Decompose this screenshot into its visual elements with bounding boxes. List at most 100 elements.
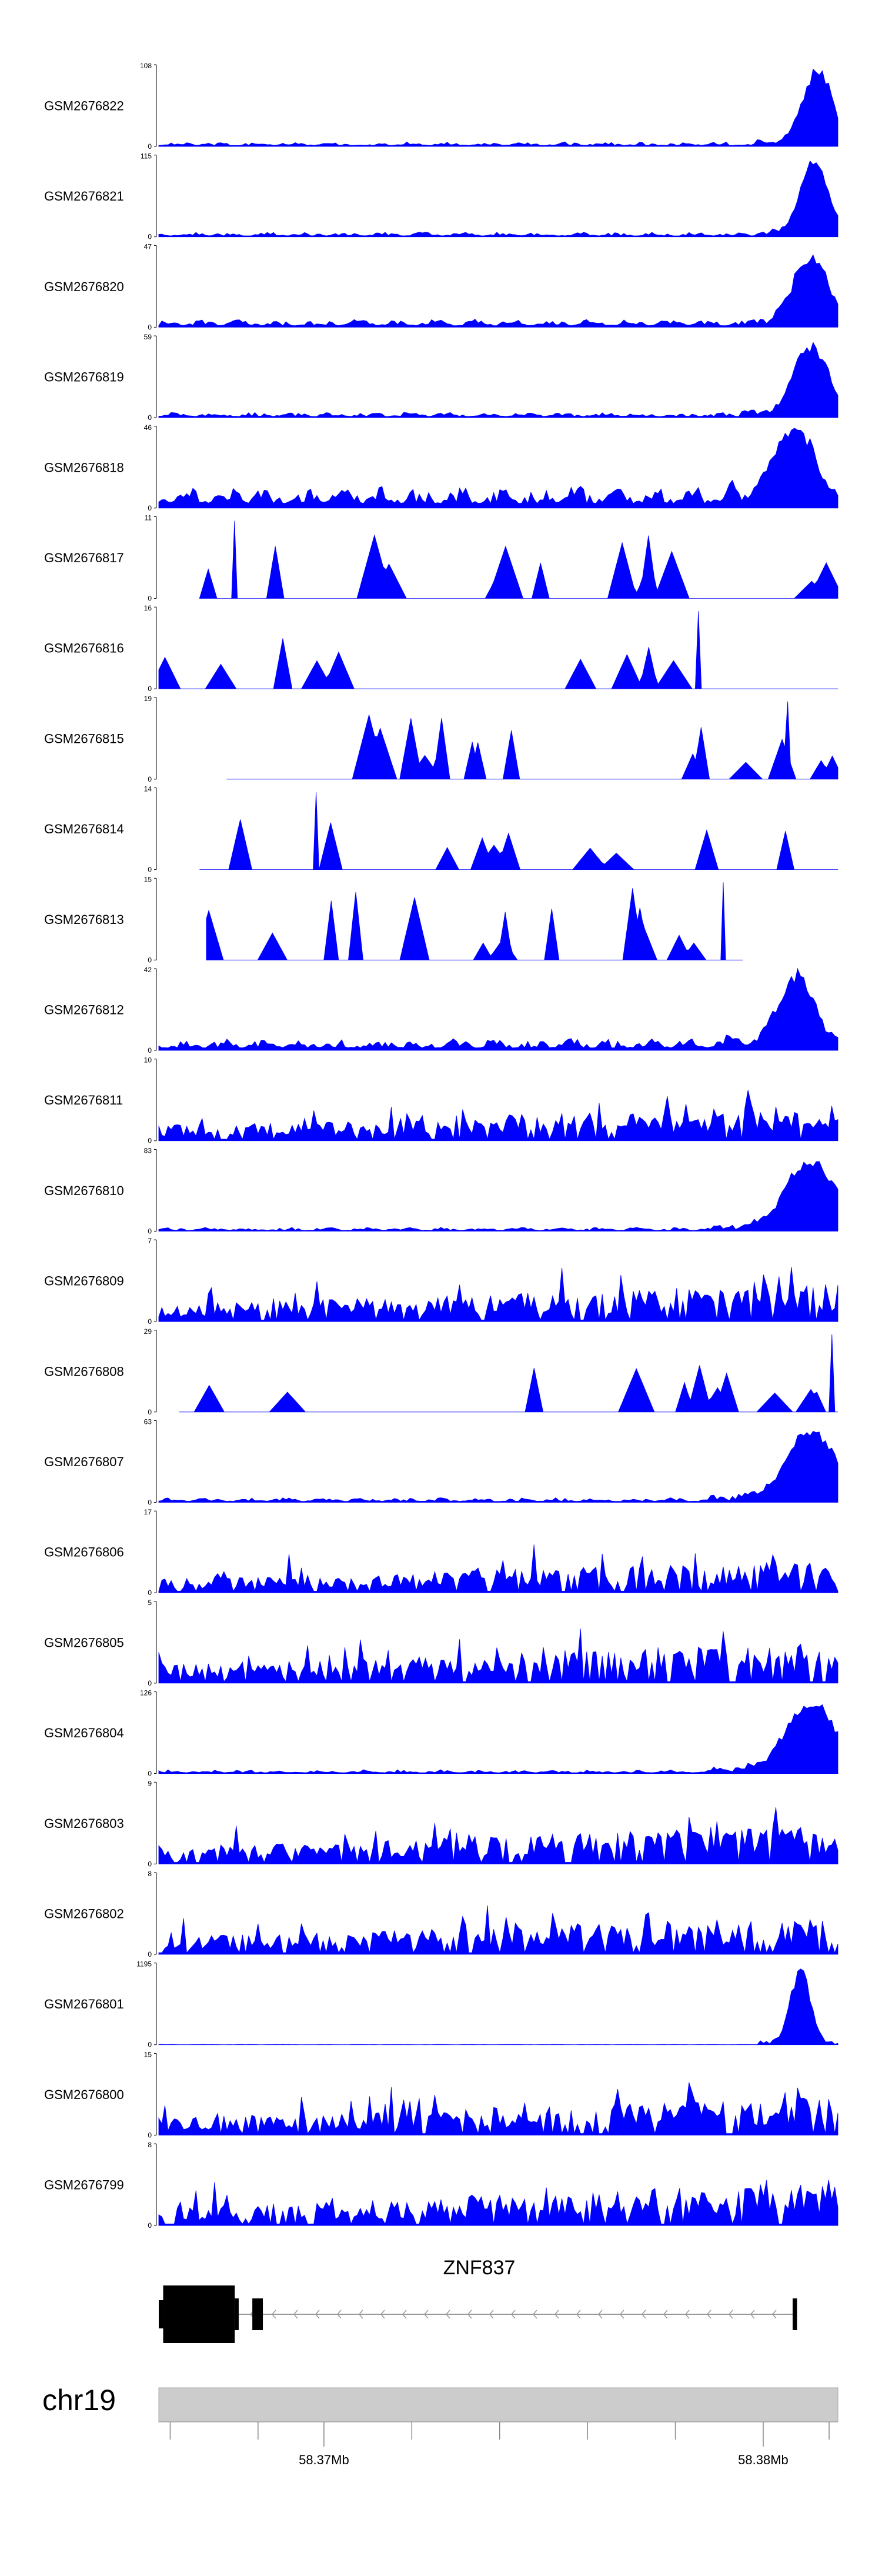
track-label: GSM2676820 (44, 279, 124, 294)
strand-arrow (750, 2310, 755, 2319)
coverage-area (158, 68, 838, 147)
exon-block (793, 2298, 797, 2330)
track-gsm2676821: GSM2676821 115 0 (44, 152, 838, 241)
track-ymax-label: 7 (148, 1237, 152, 1245)
track-label: GSM2676811 (44, 1093, 123, 1107)
track-ymin-label: 0 (148, 142, 152, 151)
track-ymin-label: 0 (148, 2131, 152, 2139)
track-ymin-label: 0 (148, 1137, 152, 1145)
coverage-area (158, 2180, 838, 2226)
track-ymin-label: 0 (148, 323, 152, 331)
track-label: GSM2676807 (44, 1454, 124, 1469)
track-label: GSM2676821 (44, 189, 124, 203)
track-gsm2676811: GSM2676811 10 0 (44, 1056, 838, 1145)
track-gsm2676818: GSM2676818 46 0 (44, 423, 838, 512)
strand-arrow (728, 2310, 733, 2319)
track-ymax-label: 115 (141, 152, 152, 161)
coverage-area (158, 2082, 838, 2135)
track-label: GSM2676822 (44, 99, 124, 114)
track-ymax-label: 108 (140, 62, 152, 70)
track-label: GSM2676801 (44, 1997, 124, 2011)
track-ymin-label: 0 (148, 504, 152, 512)
strand-arrow (380, 2310, 385, 2319)
coverage-tracks: GSM26768221080GSM26768211150GSM267682047… (44, 62, 838, 2230)
track-gsm2676816: GSM2676816 16 0 (44, 604, 838, 693)
track-gsm2676803: GSM2676803 9 0 (44, 1779, 838, 1868)
track-ymin-label: 0 (148, 1589, 152, 1597)
coverage-area (158, 254, 838, 328)
track-ymax-label: 46 (144, 423, 152, 432)
strand-arrow (576, 2310, 581, 2319)
strand-arrow (663, 2310, 668, 2319)
strand-arrow (532, 2310, 537, 2319)
track-label: GSM2676813 (44, 912, 124, 927)
strand-arrow (402, 2310, 407, 2319)
track-label: GSM2676803 (44, 1816, 124, 1831)
strand-arrow (293, 2310, 298, 2319)
track-ymin-label: 0 (148, 1499, 152, 1507)
track-ymax-label: 63 (144, 1418, 152, 1426)
exon-block (235, 2298, 239, 2330)
track-gsm2676810: GSM2676810 83 0 (44, 1146, 838, 1235)
track-gsm2676809: GSM2676809 7 0 (44, 1237, 838, 1326)
track-ymax-label: 83 (144, 1146, 152, 1154)
coverage-area (199, 792, 838, 870)
strand-arrow (706, 2310, 711, 2319)
track-ymin-label: 0 (148, 1770, 152, 1778)
track-ymin-label: 0 (148, 866, 152, 874)
coverage-area (158, 1161, 838, 1232)
coverage-area (158, 428, 838, 509)
track-label: GSM2676809 (44, 1274, 124, 1289)
track-ymin-label: 0 (148, 1679, 152, 1687)
axis-tick-label: 58.37Mb (299, 2452, 349, 2467)
axis-tick-label: 58.38Mb (738, 2452, 789, 2467)
coverage-area (158, 611, 838, 689)
track-gsm2676819: GSM2676819 59 0 (44, 333, 838, 422)
strand-arrow (619, 2310, 624, 2319)
track-label: GSM2676799 (44, 2178, 124, 2193)
coverage-area (206, 882, 743, 960)
track-ymax-label: 14 (144, 785, 152, 793)
coverage-area (158, 1905, 838, 1955)
track-label: GSM2676806 (44, 1545, 124, 1560)
coverage-area (158, 1544, 838, 1593)
track-label: GSM2676818 (44, 460, 124, 475)
track-ymax-label: 42 (144, 966, 152, 974)
track-ymin-label: 0 (148, 1408, 152, 1416)
track-ymin-label: 0 (148, 2221, 152, 2230)
track-ymax-label: 29 (144, 1327, 152, 1336)
track-ymin-label: 0 (148, 1046, 152, 1055)
gene-model-track: ZNF837 (159, 2257, 797, 2343)
track-label: GSM2676808 (44, 1364, 124, 1379)
strand-arrow (597, 2310, 603, 2319)
track-ymin-label: 0 (148, 685, 152, 693)
track-gsm2676807: GSM2676807 63 0 (44, 1418, 838, 1507)
track-ymax-label: 16 (144, 604, 152, 612)
track-ymax-label: 15 (144, 2050, 152, 2058)
track-ymin-label: 0 (148, 413, 152, 422)
track-ymin-label: 0 (148, 1860, 152, 1868)
track-label: GSM2676814 (44, 822, 124, 836)
coverage-area (158, 1431, 838, 1503)
track-label: GSM2676804 (44, 1726, 124, 1740)
track-gsm2676814: GSM2676814 14 0 (44, 785, 838, 874)
track-gsm2676817: GSM2676817 11 0 (44, 514, 838, 603)
track-label: GSM2676815 (44, 731, 124, 746)
track-gsm2676804: GSM2676804 126 0 (44, 1689, 838, 1778)
track-gsm2676813: GSM2676813 15 0 (44, 875, 743, 964)
track-label: GSM2676812 (44, 1003, 124, 1017)
track-label: GSM2676800 (44, 2087, 124, 2102)
track-ymin-label: 0 (148, 1227, 152, 1235)
track-ymin-label: 0 (148, 1317, 152, 1326)
track-ymax-label: 11 (145, 514, 152, 522)
strand-arrow (336, 2310, 342, 2319)
track-gsm2676822: GSM2676822 108 0 (44, 62, 838, 151)
track-ymax-label: 1195 (136, 1960, 152, 1968)
track-label: GSM2676819 (44, 370, 124, 385)
track-gsm2676806: GSM2676806 17 0 (44, 1508, 838, 1597)
strand-arrow (489, 2310, 494, 2319)
coverage-area (158, 967, 838, 1051)
strand-arrow (684, 2310, 690, 2319)
strand-arrow (358, 2310, 363, 2319)
